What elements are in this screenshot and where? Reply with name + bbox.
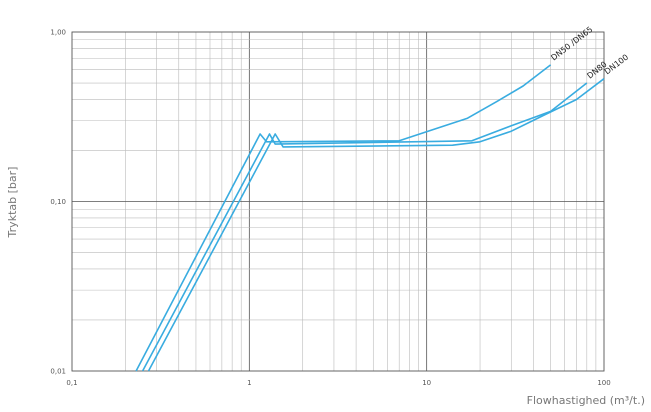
series-label: DN50 /DN65 [549, 25, 594, 63]
y-tick-label: 1,00 [50, 29, 66, 37]
series-group [135, 64, 605, 372]
y-tick-label: 0,01 [50, 368, 66, 376]
series-label: DN100 [603, 53, 630, 77]
x-tick-label: 1 [247, 379, 251, 387]
x-tick-label: 10 [422, 379, 431, 387]
series-line [147, 78, 605, 372]
y-axis-title: Tryktab [bar] [6, 167, 19, 239]
y-tick-labels: 0,01 0,10 1,00 [50, 29, 66, 376]
grid [72, 32, 604, 371]
x-tick-label: 100 [597, 379, 610, 387]
x-tick-labels: 0,1 1 10 100 [66, 379, 610, 387]
y-tick-label: 0,10 [50, 198, 66, 206]
series-line [135, 64, 552, 372]
plot-frame [71, 31, 605, 372]
x-axis-title: Flowhastighed (m³/t.) [527, 394, 645, 407]
x-tick-label: 0,1 [66, 379, 77, 387]
plot-border [71, 31, 605, 372]
